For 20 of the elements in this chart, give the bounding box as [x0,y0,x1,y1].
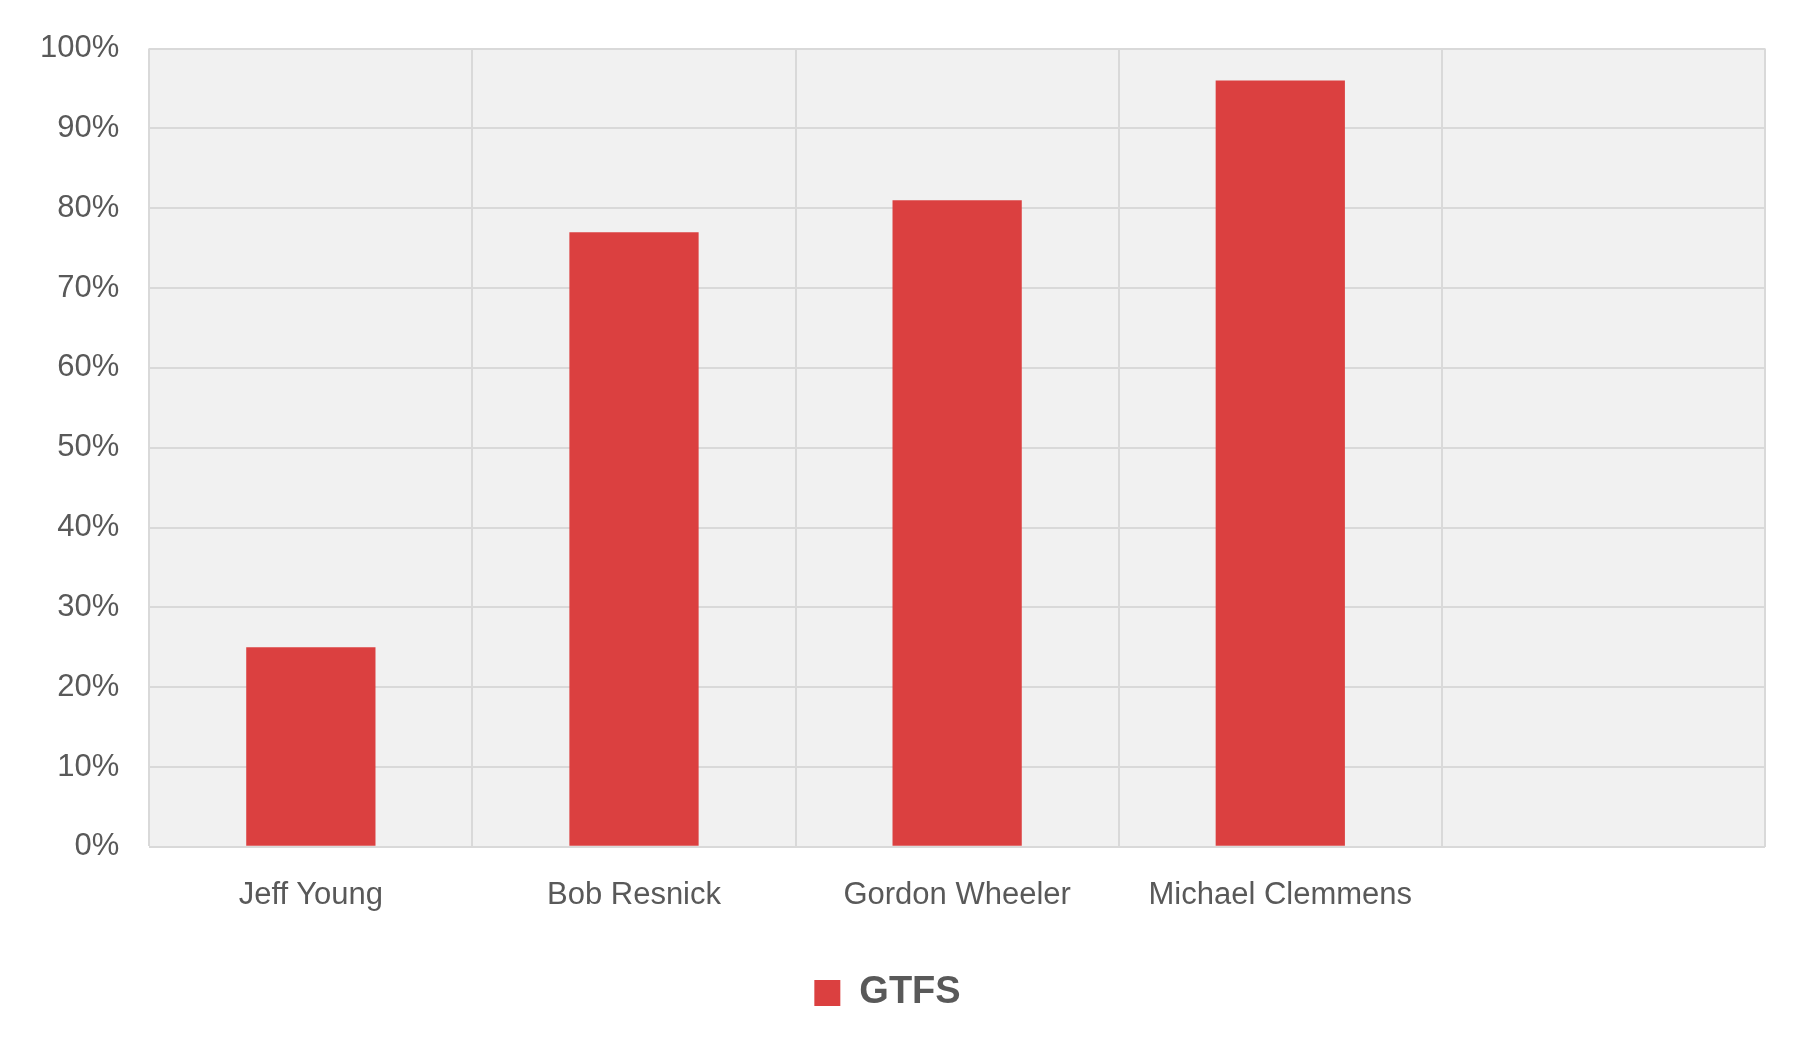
x-tick-label: Bob Resnick [546,875,722,911]
bar [246,647,376,846]
y-tick-label: 90% [57,108,120,144]
y-tick-label: 70% [57,268,120,304]
x-tick-label: Jeff Young [238,875,383,911]
y-tick-label: 80% [57,188,120,224]
y-tick-label: 60% [57,348,120,384]
y-tick-label: 100% [39,29,120,65]
bar [892,200,1022,846]
bar [1215,80,1345,846]
x-tick-label: Michael Clemmens [1148,875,1413,911]
y-tick-label: 30% [57,587,120,623]
y-tick-label: 40% [57,508,120,544]
y-tick-label: 0% [74,827,120,863]
y-tick-label: 50% [57,428,120,464]
y-tick-label: 20% [57,667,120,703]
legend-label: GTFS [859,969,961,1012]
x-tick-label: Gordon Wheeler [843,875,1071,911]
bar [569,232,699,846]
y-tick-label: 10% [57,747,120,783]
